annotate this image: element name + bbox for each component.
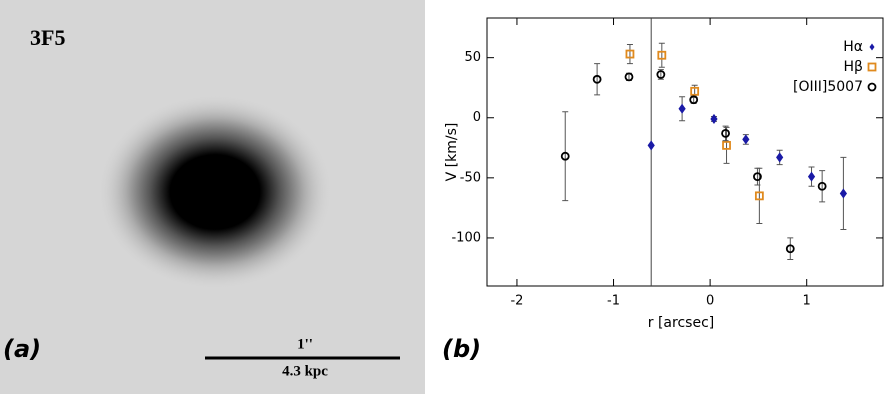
point xyxy=(657,50,667,60)
x-tick-label: -1 xyxy=(607,294,620,309)
point xyxy=(710,113,718,124)
y-tick-label: 0 xyxy=(473,110,481,125)
panel-label: (b) xyxy=(442,335,481,363)
error-bar xyxy=(787,237,794,261)
panel-label: (a) xyxy=(3,335,41,363)
point xyxy=(807,171,816,182)
point xyxy=(776,152,784,163)
y-tick-label: 50 xyxy=(464,50,481,65)
point xyxy=(817,181,827,191)
y-tick-label: -50 xyxy=(460,170,481,185)
point xyxy=(656,70,666,79)
object-name: 3F5 xyxy=(30,25,65,50)
point xyxy=(560,151,570,161)
y-tick-label: -100 xyxy=(451,230,481,245)
scale-top: 1'' xyxy=(297,336,313,352)
scale-bottom: 4.3 kpc xyxy=(282,363,328,379)
error-bar xyxy=(722,125,729,142)
galaxy xyxy=(97,94,333,290)
point xyxy=(647,140,655,151)
point xyxy=(690,86,700,96)
point xyxy=(678,103,686,114)
error-bar xyxy=(723,126,730,164)
point xyxy=(592,74,602,84)
point xyxy=(625,49,635,59)
error-bar xyxy=(819,170,826,203)
point xyxy=(753,172,762,182)
error-bar xyxy=(562,111,569,202)
y-axis-label: V [km/s] xyxy=(444,123,460,182)
point xyxy=(722,140,731,150)
legend-marker xyxy=(867,62,877,72)
legend-label: [OIII]5007 xyxy=(793,79,863,95)
x-tick-label: 1 xyxy=(803,294,811,309)
error-bar xyxy=(658,42,665,68)
error-bar xyxy=(754,167,761,186)
x-tick-label: -2 xyxy=(510,294,523,309)
point xyxy=(624,72,634,82)
x-tick-label: 0 xyxy=(706,294,714,309)
point xyxy=(839,188,848,199)
point xyxy=(754,191,764,201)
x-axis-label: r [arcsec] xyxy=(648,315,714,331)
point xyxy=(721,128,730,138)
legend-label: Hα xyxy=(843,39,863,55)
plot-frame xyxy=(486,17,884,287)
error-bar xyxy=(626,43,633,65)
error-bar xyxy=(594,63,601,96)
point xyxy=(785,244,795,254)
point xyxy=(742,134,750,145)
legend-marker xyxy=(867,82,877,92)
point xyxy=(689,95,699,105)
legend-label: Hβ xyxy=(844,59,863,75)
legend-marker xyxy=(869,43,875,51)
